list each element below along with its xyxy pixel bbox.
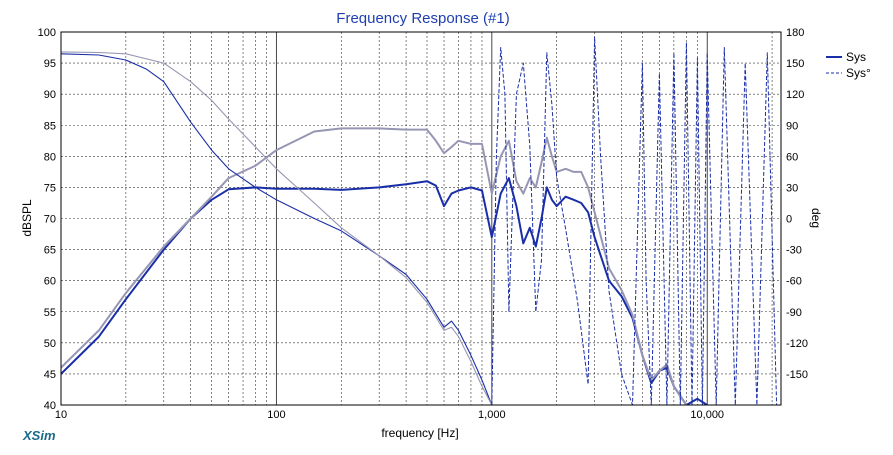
y2-tick-label: 180 (786, 27, 804, 39)
series-line-1 (61, 127, 688, 405)
y2-tick-label: 90 (786, 120, 798, 132)
y2-axis-label: deg (809, 208, 823, 228)
y-tick-label: 70 (44, 214, 56, 226)
y2-tick-label: 150 (786, 58, 804, 70)
y-axis-label: dBSPL (20, 199, 34, 237)
chart-title: Frequency Response (#1) (336, 10, 509, 27)
x-tick-label: 1,000 (478, 409, 506, 421)
chart-legend: Sys Sys° (826, 50, 871, 80)
legend-label-sys: Sys (846, 50, 866, 64)
y-tick-label: 55 (44, 307, 56, 319)
x-tick-label: 10 (55, 409, 67, 421)
y2-tick-label: -30 (786, 245, 802, 257)
y-tick-label: 45 (44, 369, 56, 381)
y2-tick-label: -90 (786, 307, 802, 319)
y-tick-label: 40 (44, 400, 56, 412)
x-axis-label: frequency [Hz] (381, 426, 458, 440)
series-line-4 (491, 36, 778, 405)
y2-tick-label: -120 (786, 338, 808, 350)
y-tick-label: 60 (44, 276, 56, 288)
plot-frame (60, 31, 782, 406)
y2-tick-label: 120 (786, 89, 804, 101)
xsim-watermark: XSim (22, 428, 56, 443)
y2-tick-label: 60 (786, 151, 798, 163)
y-tick-label: 50 (44, 338, 56, 350)
y2-tick-label: -150 (786, 369, 808, 381)
legend-label-sys-phase: Sys° (846, 66, 871, 80)
x-tick-label: 10,000 (690, 409, 724, 421)
y2-tick-label: 0 (786, 214, 792, 226)
axis-labels: 404550556065707580859095100-150-120-90-6… (38, 27, 808, 421)
series-line-3 (61, 51, 493, 405)
y-tick-label: 80 (44, 151, 56, 163)
x-tick-label: 100 (267, 409, 285, 421)
y-tick-label: 65 (44, 245, 56, 257)
series-line-2 (61, 53, 493, 405)
y-tick-label: 95 (44, 58, 56, 70)
y-tick-label: 75 (44, 182, 56, 194)
y2-tick-label: 30 (786, 182, 798, 194)
y-tick-label: 85 (44, 120, 56, 132)
y2-tick-label: -60 (786, 276, 802, 288)
y-tick-label: 100 (38, 27, 56, 39)
y-tick-label: 90 (44, 89, 56, 101)
plot-series (61, 36, 778, 405)
